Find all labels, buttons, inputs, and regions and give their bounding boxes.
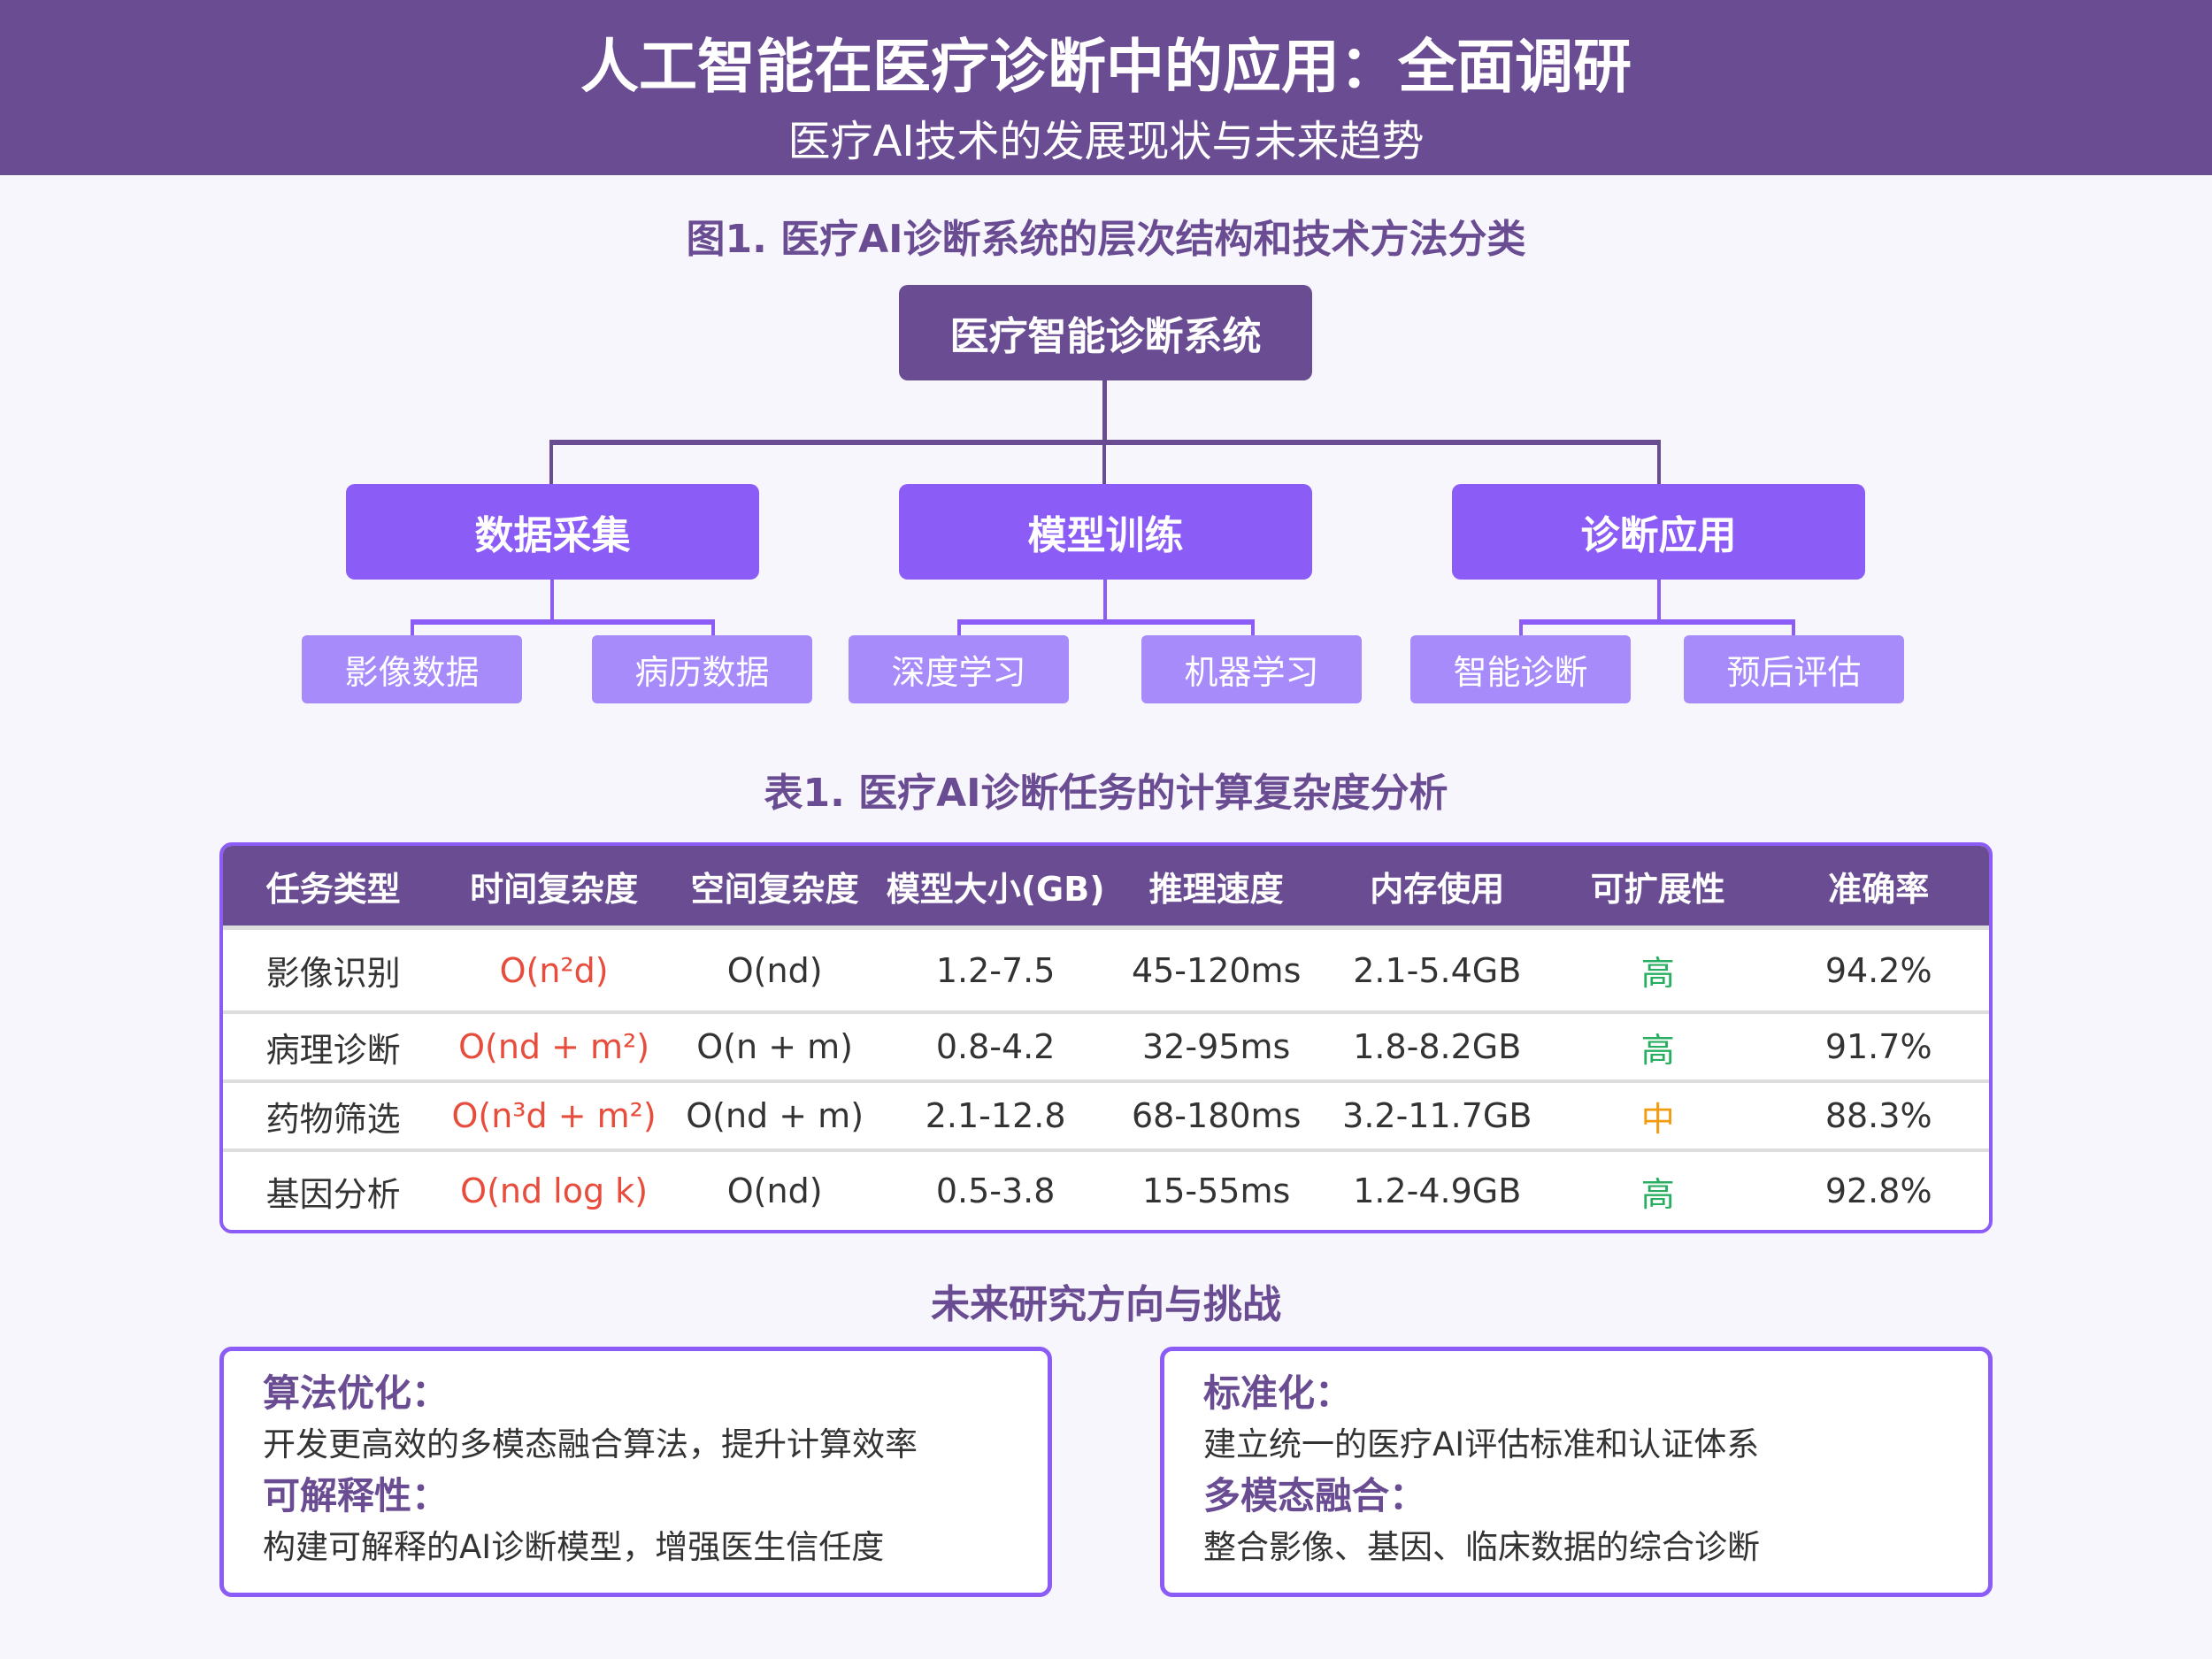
table-cell: O(n + m)	[664, 1014, 886, 1083]
table-cell: 15-55ms	[1142, 1171, 1291, 1210]
connector	[957, 619, 1255, 625]
column-header: 空间复杂度	[664, 846, 886, 930]
table-caption: 表1. 医疗AI诊断任务的计算复杂度分析	[764, 771, 1448, 816]
column-header: 内存使用	[1326, 846, 1548, 930]
future-card-left: 算法优化： 开发更高效的多模态融合算法，提升计算效率 可解释性： 构建可解释的A…	[219, 1347, 1052, 1597]
branch-node: 数据采集	[346, 484, 759, 580]
table-cell: 1.2-7.5	[885, 930, 1106, 1014]
table-cell: O(nd + m)	[664, 1083, 886, 1152]
table-cell: 高	[1548, 930, 1769, 1014]
direction-text: 构建可解释的AI诊断模型，增强医生信任度	[263, 1528, 885, 1566]
table-cell: 0.5-3.8	[935, 1171, 1056, 1210]
future-title: 未来研究方向与挑战	[931, 1282, 1281, 1327]
column-header: 可扩展性	[1548, 846, 1769, 930]
table-row: 基因分析 O(nd log k) O(nd) 0.5-3.8 15-55ms 1.2-4.…	[223, 1152, 1989, 1230]
leaf-node: 智能诊断	[1410, 635, 1631, 703]
connector	[1657, 580, 1661, 622]
connector	[1519, 619, 1795, 625]
table-cell: O(nd + m²)	[443, 1014, 664, 1083]
table-cell: 药物筛选	[223, 1083, 444, 1152]
connector	[1792, 619, 1795, 635]
table-cell: 1.2-4.9GB	[1353, 1171, 1522, 1210]
table-cell: 影像识别	[223, 930, 444, 1014]
connector	[411, 619, 715, 625]
direction-text: 整合影像、基因、临床数据的综合诊断	[1203, 1528, 1760, 1566]
connector	[711, 619, 715, 635]
branch-node: 模型训练	[899, 484, 1312, 580]
direction-label: 标准化：	[1203, 1371, 1353, 1415]
connector	[411, 619, 414, 635]
column-header: 时间复杂度	[443, 846, 664, 930]
table-cell: 2.1-12.8	[885, 1083, 1106, 1152]
table-cell: 1.8-8.2GB	[1326, 1014, 1548, 1083]
table-cell: 高	[1640, 1174, 1675, 1214]
leaf-node: 机器学习	[1141, 635, 1362, 703]
table-cell: 92.8%	[1824, 1171, 1932, 1210]
table-cell: O(nd)	[726, 1171, 823, 1210]
complexity-table: 任务类型 时间复杂度 空间复杂度 模型大小(GB) 推理速度 内存使用 可扩展性…	[219, 842, 1993, 1233]
table-cell: 94.2%	[1768, 930, 1989, 1014]
table-cell: 基因分析	[265, 1174, 401, 1214]
table-cell: 病理诊断	[223, 1014, 444, 1083]
leaf-node: 影像数据	[302, 635, 522, 703]
table-row: 影像识别 O(n²d) O(nd) 1.2-7.5 45-120ms 2.1-5.4GB 高…	[223, 930, 1989, 1014]
column-header: 推理速度	[1105, 846, 1327, 930]
leaf-node: 预后评估	[1684, 635, 1904, 703]
table-cell: O(nd log k)	[460, 1171, 649, 1210]
leaf-node: 病历数据	[592, 635, 812, 703]
page-subtitle: 医疗AI技术的发展现状与未来趋势	[787, 117, 1425, 166]
connector	[957, 619, 961, 635]
table-cell: 68-180ms	[1105, 1083, 1327, 1152]
page-title: 人工智能在医疗诊断中的应用：全面调研	[580, 33, 1632, 101]
direction-label: 算法优化：	[263, 1371, 449, 1415]
table-header-row: 任务类型 时间复杂度 空间复杂度 模型大小(GB) 推理速度 内存使用 可扩展性…	[223, 846, 1989, 930]
table-cell: 45-120ms	[1105, 930, 1327, 1014]
table-cell: 中	[1548, 1083, 1769, 1152]
table-cell: 3.2-11.7GB	[1326, 1083, 1548, 1152]
connector	[1102, 440, 1106, 484]
direction-label: 可解释性：	[263, 1474, 449, 1517]
leaf-node: 深度学习	[849, 635, 1069, 703]
table-cell: O(nd)	[664, 930, 886, 1014]
table-cell: 91.7%	[1768, 1014, 1989, 1083]
figure-caption: 图1. 医疗AI诊断系统的层次结构和技术方法分类	[686, 217, 1526, 262]
connector	[1657, 440, 1661, 484]
table-cell: 高	[1548, 1014, 1769, 1083]
root-node: 医疗智能诊断系统	[899, 285, 1312, 380]
branch-node: 诊断应用	[1452, 484, 1865, 580]
connector	[1102, 380, 1107, 444]
connector	[550, 580, 554, 622]
table-row: 药物筛选 O(n³d + m²) O(nd + m) 2.1-12.8 68-180ms…	[223, 1083, 1989, 1152]
table-row: 病理诊断 O(nd + m²) O(n + m) 0.8-4.2 32-95ms 1.8-…	[223, 1014, 1989, 1083]
table-cell: 32-95ms	[1105, 1014, 1327, 1083]
direction-label: 多模态融合：	[1203, 1474, 1427, 1517]
direction-text: 开发更高效的多模态融合算法，提升计算效率	[263, 1425, 918, 1463]
column-header: 模型大小(GB)	[885, 846, 1106, 930]
direction-text: 建立统一的医疗AI评估标准和认证体系	[1203, 1425, 1760, 1463]
table-cell: 88.3%	[1768, 1083, 1989, 1152]
future-card-right: 标准化： 建立统一的医疗AI评估标准和认证体系 多模态融合： 整合影像、基因、临…	[1160, 1347, 1993, 1597]
table-cell: 0.8-4.2	[885, 1014, 1106, 1083]
table-cell: O(n²d)	[443, 930, 664, 1014]
connector	[1251, 619, 1255, 635]
table-cell: 2.1-5.4GB	[1326, 930, 1548, 1014]
column-header: 任务类型	[223, 846, 444, 930]
connector	[1103, 580, 1107, 622]
connector	[1519, 619, 1523, 635]
page-header: 人工智能在医疗诊断中的应用：全面调研 医疗AI技术的发展现状与未来趋势	[0, 0, 2212, 175]
table-cell: O(n³d + m²)	[443, 1083, 664, 1152]
column-header: 准确率	[1768, 846, 1989, 930]
connector	[549, 440, 553, 484]
